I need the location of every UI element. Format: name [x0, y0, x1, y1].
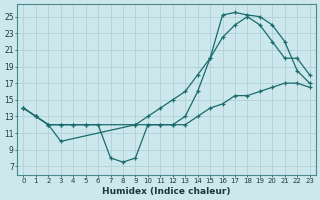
X-axis label: Humidex (Indice chaleur): Humidex (Indice chaleur) [102, 187, 231, 196]
